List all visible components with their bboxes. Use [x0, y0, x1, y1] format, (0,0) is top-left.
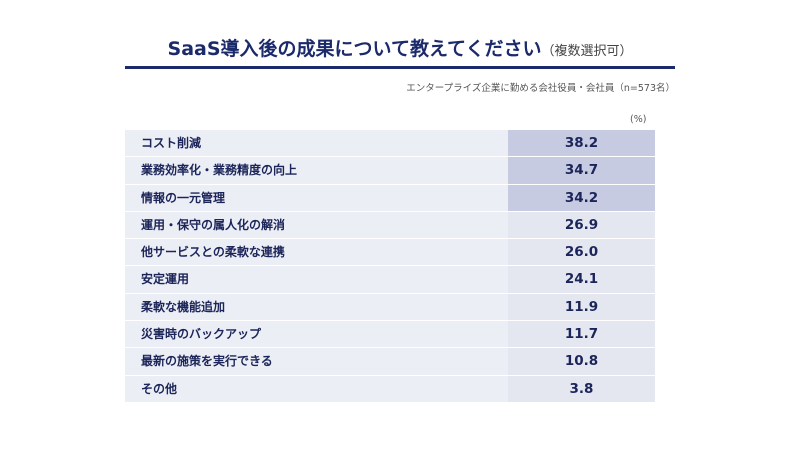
row-label: 最新の施策を実行できる — [125, 348, 508, 375]
row-value: 11.9 — [508, 293, 655, 321]
table-row: 他サービスとの柔軟な連携 26.0 — [125, 239, 655, 267]
row-label: コスト削減 — [125, 130, 508, 157]
title-note: （複数選択可） — [541, 44, 633, 59]
row-label: 情報の一元管理 — [125, 184, 508, 211]
table: コスト削減 38.2 業務効率化・業務精度の向上 34.7 情報の一元管理 34.2 運用・… — [125, 130, 655, 403]
row-value: 10.8 — [508, 348, 655, 375]
row-value: 26.0 — [508, 239, 655, 266]
table-row: コスト削減 38.2 — [125, 130, 655, 158]
row-value: 34.7 — [508, 157, 655, 184]
table-row: 運用・保守の属人化の解消 26.9 — [125, 211, 655, 240]
table-row: 柔軟な機能追加 11.9 — [125, 293, 655, 322]
row-label: 他サービスとの柔軟な連携 — [125, 239, 508, 266]
row-label: 柔軟な機能追加 — [125, 293, 508, 321]
row-value: 34.2 — [508, 184, 655, 211]
table-row: 情報の一元管理 34.2 — [125, 184, 655, 212]
row-value: 38.2 — [508, 130, 655, 157]
title-rule — [125, 66, 675, 69]
row-value: 26.9 — [508, 211, 655, 239]
row-label: 安定運用 — [125, 266, 508, 293]
row-label: 業務効率化・業務精度の向上 — [125, 157, 508, 184]
row-value: 11.7 — [508, 321, 655, 348]
table-row: 災害時のバックアップ 11.7 — [125, 321, 655, 349]
sample-note: エンタープライズ企業に勤める会社役員・会社員（n=573名） — [406, 83, 675, 94]
title: SaaS導入後の成果について教えてください（複数選択可） — [0, 34, 800, 61]
table-row: 最新の施策を実行できる 10.8 — [125, 348, 655, 376]
row-label: その他 — [125, 375, 508, 402]
table-row: 安定運用 24.1 — [125, 266, 655, 294]
title-text: SaaS導入後の成果について教えてください — [167, 38, 542, 60]
row-value: 3.8 — [508, 375, 655, 402]
row-label: 運用・保守の属人化の解消 — [125, 211, 508, 239]
row-label: 災害時のバックアップ — [125, 321, 508, 348]
table-row: 業務効率化・業務精度の向上 34.7 — [125, 157, 655, 185]
row-value: 24.1 — [508, 266, 655, 293]
table-row: その他 3.8 — [125, 375, 655, 403]
unit-label: (%) — [630, 114, 647, 125]
